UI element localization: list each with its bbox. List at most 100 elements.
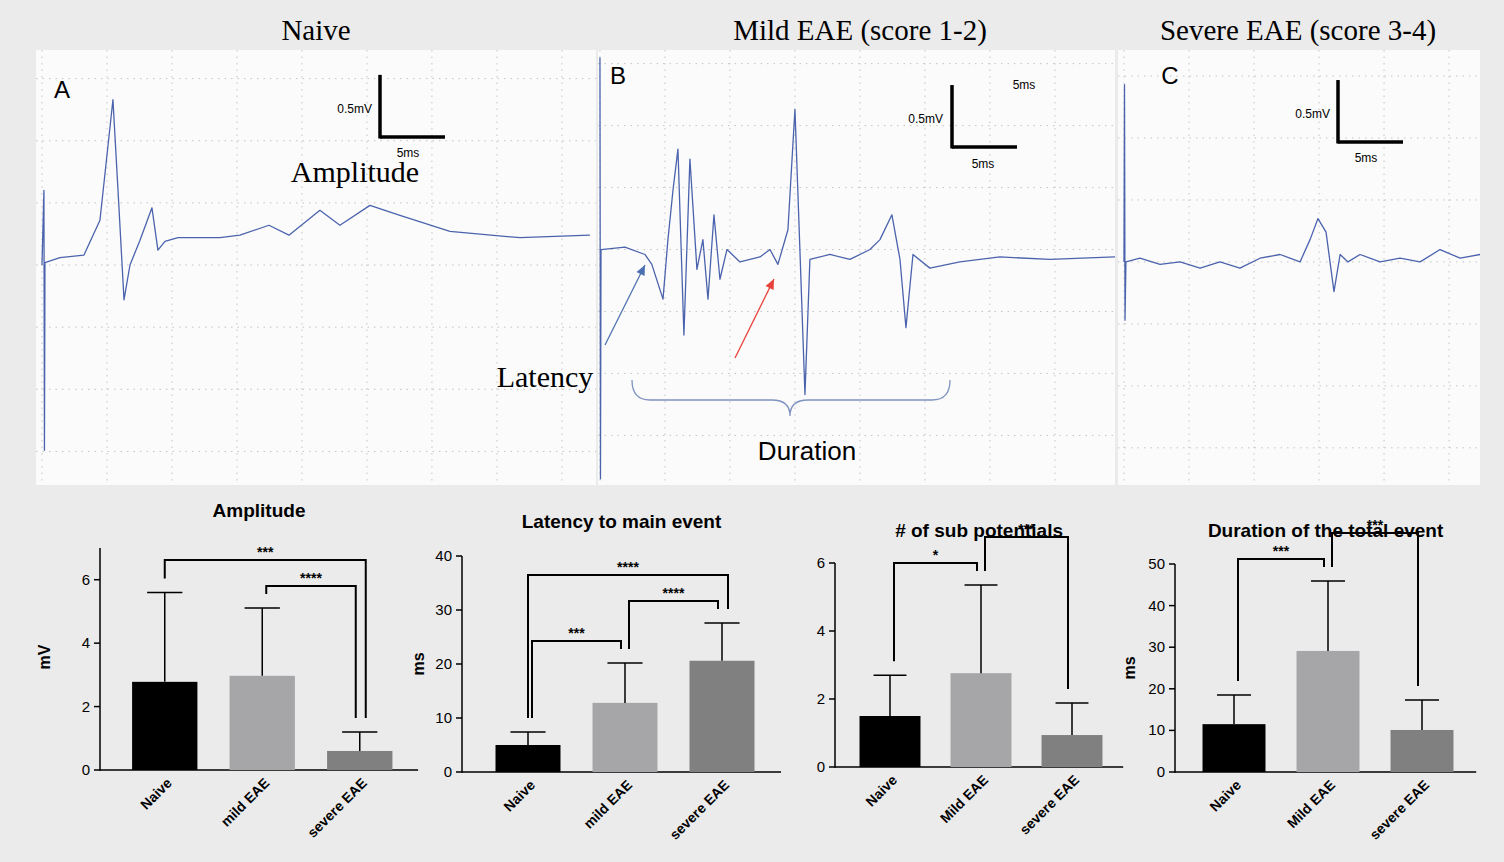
- grid-line: [598, 125, 1115, 126]
- tick: [94, 579, 100, 581]
- tick: [829, 630, 835, 632]
- error-cap: [342, 731, 377, 733]
- annotation: Latency: [497, 360, 594, 393]
- panel-title: Naive: [281, 14, 350, 46]
- grid-line: [106, 50, 107, 485]
- grid-line: [1384, 50, 1385, 485]
- bar: [951, 673, 1012, 767]
- category-label: Naive: [500, 777, 538, 815]
- tick: [456, 663, 462, 665]
- grid-line: [1449, 50, 1450, 485]
- tick-label: 20: [1148, 680, 1165, 697]
- tick: [1169, 771, 1175, 773]
- bar-chart: # of sub potentials0246NaiveMild EAEseve…: [817, 520, 1124, 838]
- significance-label: *: [933, 547, 939, 563]
- bar: [327, 751, 392, 770]
- bar: [860, 716, 921, 767]
- tick-label: 4: [817, 622, 825, 639]
- tick: [1169, 563, 1175, 565]
- panel-bg: [36, 50, 596, 485]
- grid-line: [171, 50, 172, 485]
- tick: [829, 698, 835, 700]
- tick-label: 2: [82, 698, 90, 715]
- chart-title: Latency to main event: [522, 511, 722, 532]
- trace-group: [1124, 85, 1480, 320]
- axis-label: ms: [410, 652, 427, 675]
- trace-group: [600, 57, 1115, 478]
- error-cap: [1405, 699, 1439, 701]
- tick-label: 6: [82, 571, 90, 588]
- latency-arrow-head: [637, 265, 645, 276]
- tick-label: 50: [1148, 555, 1165, 572]
- scale-bar-x: [1338, 140, 1403, 144]
- bar-chart: Latency to main eventms010203040Naivemil…: [410, 511, 781, 843]
- tick-label: 10: [435, 709, 452, 726]
- tick-label: 4: [82, 634, 90, 651]
- grid-line: [1118, 385, 1480, 386]
- tick-label: 20: [435, 655, 452, 672]
- error-bar: [889, 675, 891, 716]
- error-bar: [980, 585, 982, 673]
- tick-label: 2: [817, 690, 825, 707]
- scale-bar-x: [952, 145, 1017, 149]
- tick-label: 30: [1148, 638, 1165, 655]
- scale-label: 0.5mV: [908, 112, 943, 126]
- scale-bar-y: [950, 85, 954, 148]
- tick: [456, 609, 462, 611]
- error-bar: [527, 732, 529, 745]
- significance-label: ***: [1018, 521, 1035, 537]
- tick-label: 0: [444, 763, 452, 780]
- trace: [1124, 85, 1480, 320]
- bars: [496, 623, 755, 772]
- error-bar: [1071, 703, 1073, 735]
- panel-title: Mild EAE (score 1-2): [733, 14, 987, 47]
- trace-panel: B 0.5mV 5ms: [598, 50, 1115, 485]
- error-cap: [1217, 694, 1251, 696]
- category-label: severe EAE: [1366, 777, 1432, 843]
- tick: [456, 771, 462, 773]
- error-bar: [1327, 581, 1329, 651]
- tick: [829, 562, 835, 564]
- scale-label: 0.5mV: [1295, 107, 1330, 121]
- grid-line: [36, 451, 596, 452]
- tick: [456, 717, 462, 719]
- error-bar: [624, 663, 626, 703]
- panel-label: B: [610, 62, 626, 89]
- y-axis: [1174, 564, 1176, 773]
- tick-label: 0: [817, 758, 825, 775]
- tick: [1169, 646, 1175, 648]
- panel-label: A: [54, 76, 70, 103]
- bar: [593, 703, 658, 772]
- y-axis: [99, 548, 101, 771]
- error-bar: [359, 732, 361, 751]
- significance-bracket: [528, 575, 728, 718]
- error-cap: [874, 674, 907, 676]
- grid-line: [1188, 50, 1189, 485]
- grid-line: [729, 50, 730, 485]
- event-arrow-head: [766, 279, 774, 290]
- significance-bracket: [532, 641, 621, 718]
- grid-line: [1118, 199, 1480, 200]
- grid-line: [1118, 323, 1480, 324]
- tick-label: 0: [1157, 763, 1165, 780]
- significance-label: ***: [1273, 543, 1290, 559]
- annotation: 5ms: [1013, 78, 1036, 92]
- grid-line: [598, 187, 1115, 188]
- category-label: Mild EAE: [1284, 777, 1338, 831]
- grid-line: [36, 265, 596, 266]
- grid-line: [859, 50, 860, 485]
- bars: [132, 592, 392, 770]
- error-bar: [1421, 700, 1423, 730]
- grid-line: [1254, 50, 1255, 485]
- bar-chart: Duration of the total eventms01020304050…: [1121, 517, 1476, 843]
- error-bar: [1233, 695, 1235, 724]
- grid-line: [36, 140, 596, 141]
- bars: [860, 585, 1103, 767]
- significance-label: ****: [663, 585, 685, 601]
- significance-label: ***: [568, 625, 585, 641]
- tick-label: 40: [435, 547, 452, 564]
- grid-line: [1118, 137, 1480, 138]
- category-label: mild EAE: [580, 777, 635, 832]
- error-cap: [510, 731, 545, 733]
- error-cap: [1311, 580, 1345, 582]
